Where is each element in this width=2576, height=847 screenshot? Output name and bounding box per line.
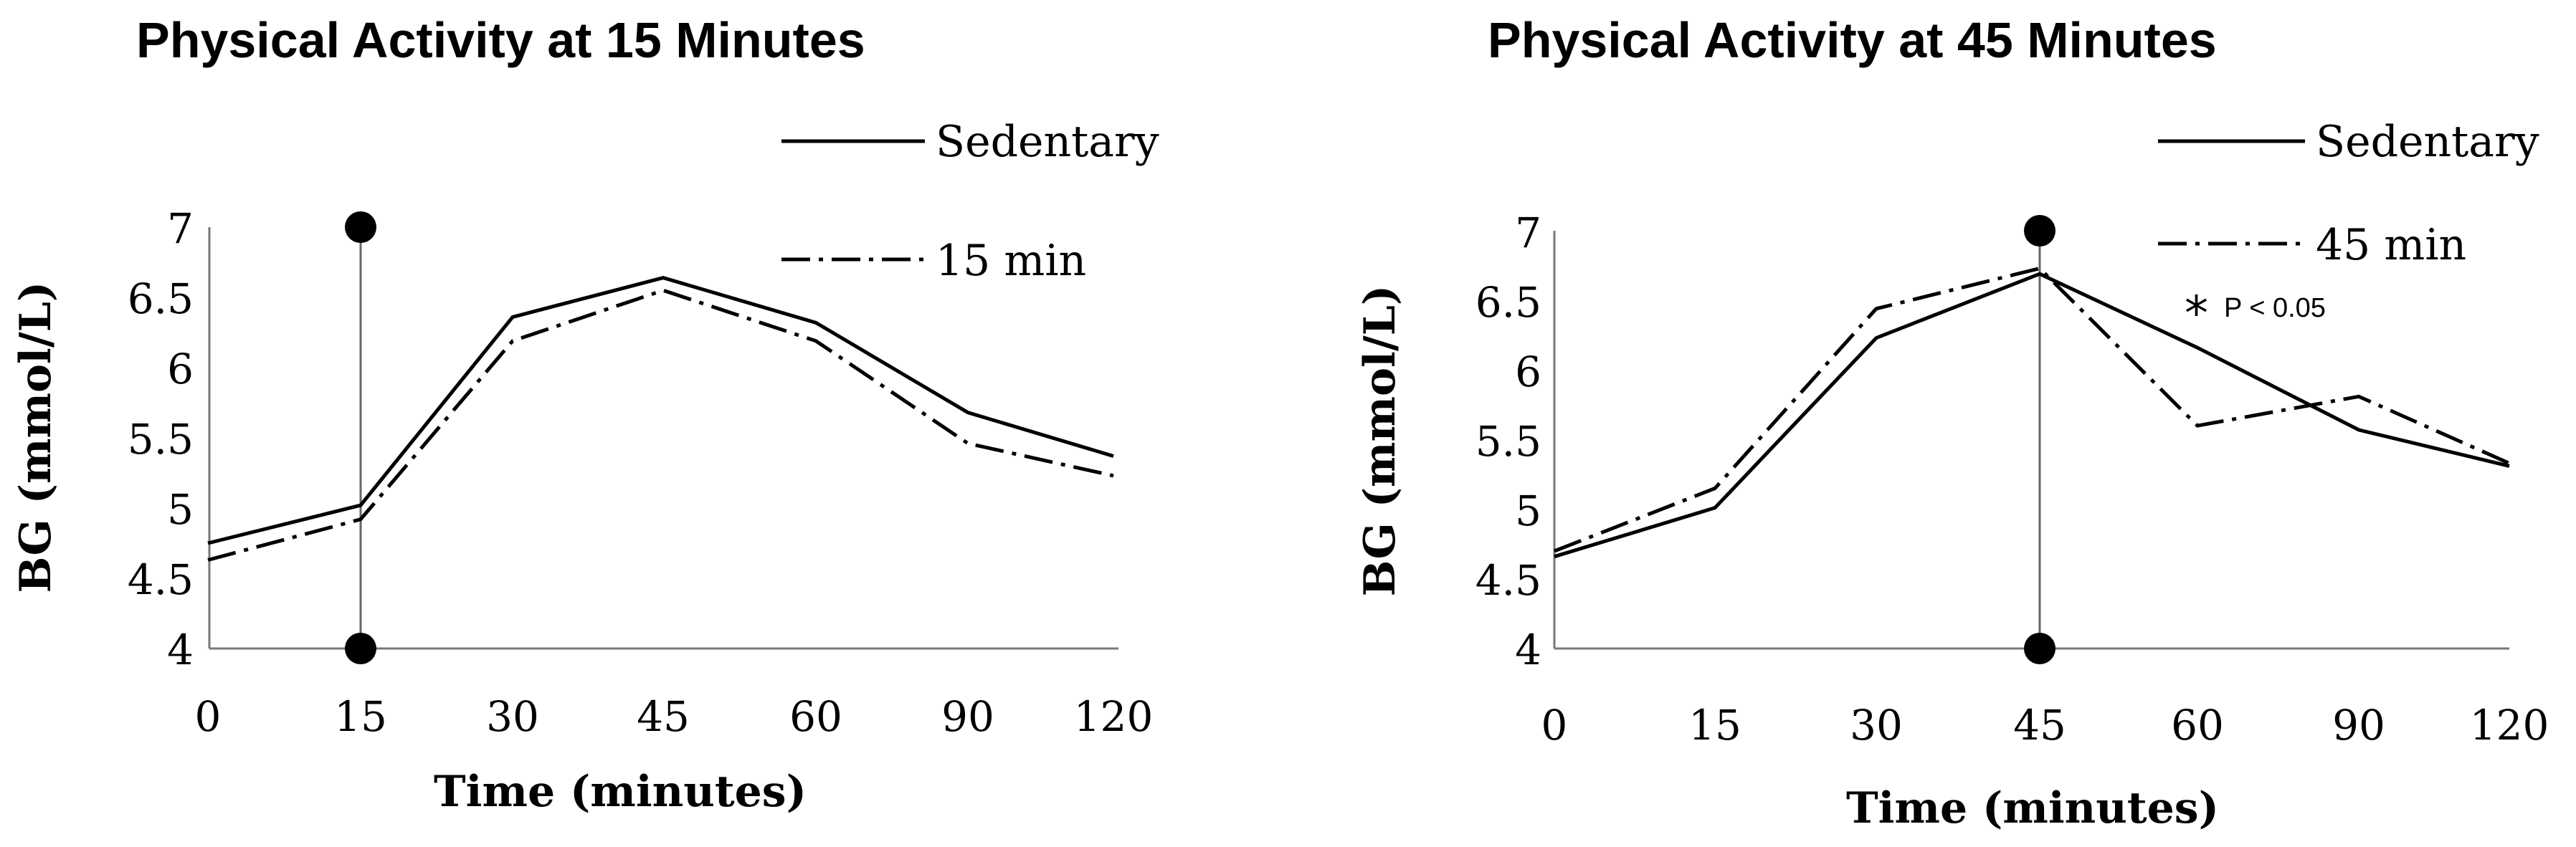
x-tick-label: 60 [2171,701,2224,750]
legend-label-activity: 45 min [2316,220,2466,270]
y-tick-label: 7 [1515,209,1541,257]
y-tick-label: 5 [167,485,194,534]
chart-panel-2: Physical Activity at 45 Minutes Sedentar… [1355,12,2549,833]
y-tick-label: 6.5 [1475,278,1541,327]
series-line-sedentary [207,276,1114,545]
y-tick-label: 6 [1515,348,1541,396]
y-tick-label: 7 [167,204,194,253]
x-tick-label: 0 [1541,701,1568,750]
series-line-activity [1554,266,2511,553]
activity-marker-top-dot [345,211,376,243]
x-tick-label: 15 [1688,701,1741,750]
legend: Sedentary 15 min [781,117,1159,286]
activity-marker-top-dot [2024,215,2055,247]
x-tick-label: 30 [1850,701,1903,750]
y-tick-label: 5 [1515,487,1541,535]
y-tick-labels: 4 4.5 5 5.5 6 6.5 7 [128,204,194,674]
x-tick-label: 90 [941,692,994,741]
series-line-sedentary [1554,272,2510,559]
x-tick-label: 90 [2332,701,2385,750]
legend: Sedentary 45 min [2158,117,2539,270]
y-tick-label: 4 [167,626,194,674]
activity-marker [345,211,376,664]
y-tick-label: 5.5 [128,415,194,464]
x-tick-label: 0 [195,692,222,741]
x-tick-label: 45 [2013,701,2066,750]
chart-title: Physical Activity at 15 Minutes [136,12,865,68]
chart-panel-1: Physical Activity at 15 Minutes Sedentar… [11,12,1159,817]
x-axis-title: Time (minutes) [1846,783,2219,833]
y-tick-label: 4.5 [1475,556,1541,605]
x-tick-label: 60 [789,692,842,741]
y-axis-title: BG (mmol/L) [11,282,61,593]
legend-label-sedentary: Sedentary [2316,117,2539,167]
activity-marker [2024,215,2055,664]
x-tick-labels: 0 15 30 45 60 90 120 [1541,701,2549,750]
y-axis-title: BG (mmol/L) [1355,285,1405,597]
x-tick-labels: 0 15 30 45 60 90 120 [195,692,1154,741]
significance-star: * [2185,286,2208,341]
x-tick-label: 15 [334,692,387,741]
y-tick-labels: 4 4.5 5 5.5 6 6.5 7 [1475,209,1541,674]
significance-annotation: * P < 0.05 [2185,286,2326,341]
x-tick-label: 45 [637,692,690,741]
series-line-activity [207,288,1114,562]
x-tick-label: 120 [1074,692,1154,741]
activity-marker-bottom-dot [2024,633,2055,664]
y-tick-label: 4.5 [128,555,194,604]
x-tick-label: 30 [486,692,539,741]
significance-text: P < 0.05 [2224,293,2326,323]
y-tick-label: 6.5 [128,274,194,323]
activity-marker-bottom-dot [345,633,376,664]
legend-label-activity: 15 min [936,236,1086,286]
x-tick-label: 120 [2470,701,2549,750]
legend-label-sedentary: Sedentary [936,117,1159,167]
x-axis-title: Time (minutes) [434,767,807,817]
y-tick-label: 5.5 [1475,417,1541,466]
y-tick-label: 4 [1515,626,1541,674]
y-tick-label: 6 [167,345,194,393]
chart-title: Physical Activity at 45 Minutes [1488,12,2217,68]
